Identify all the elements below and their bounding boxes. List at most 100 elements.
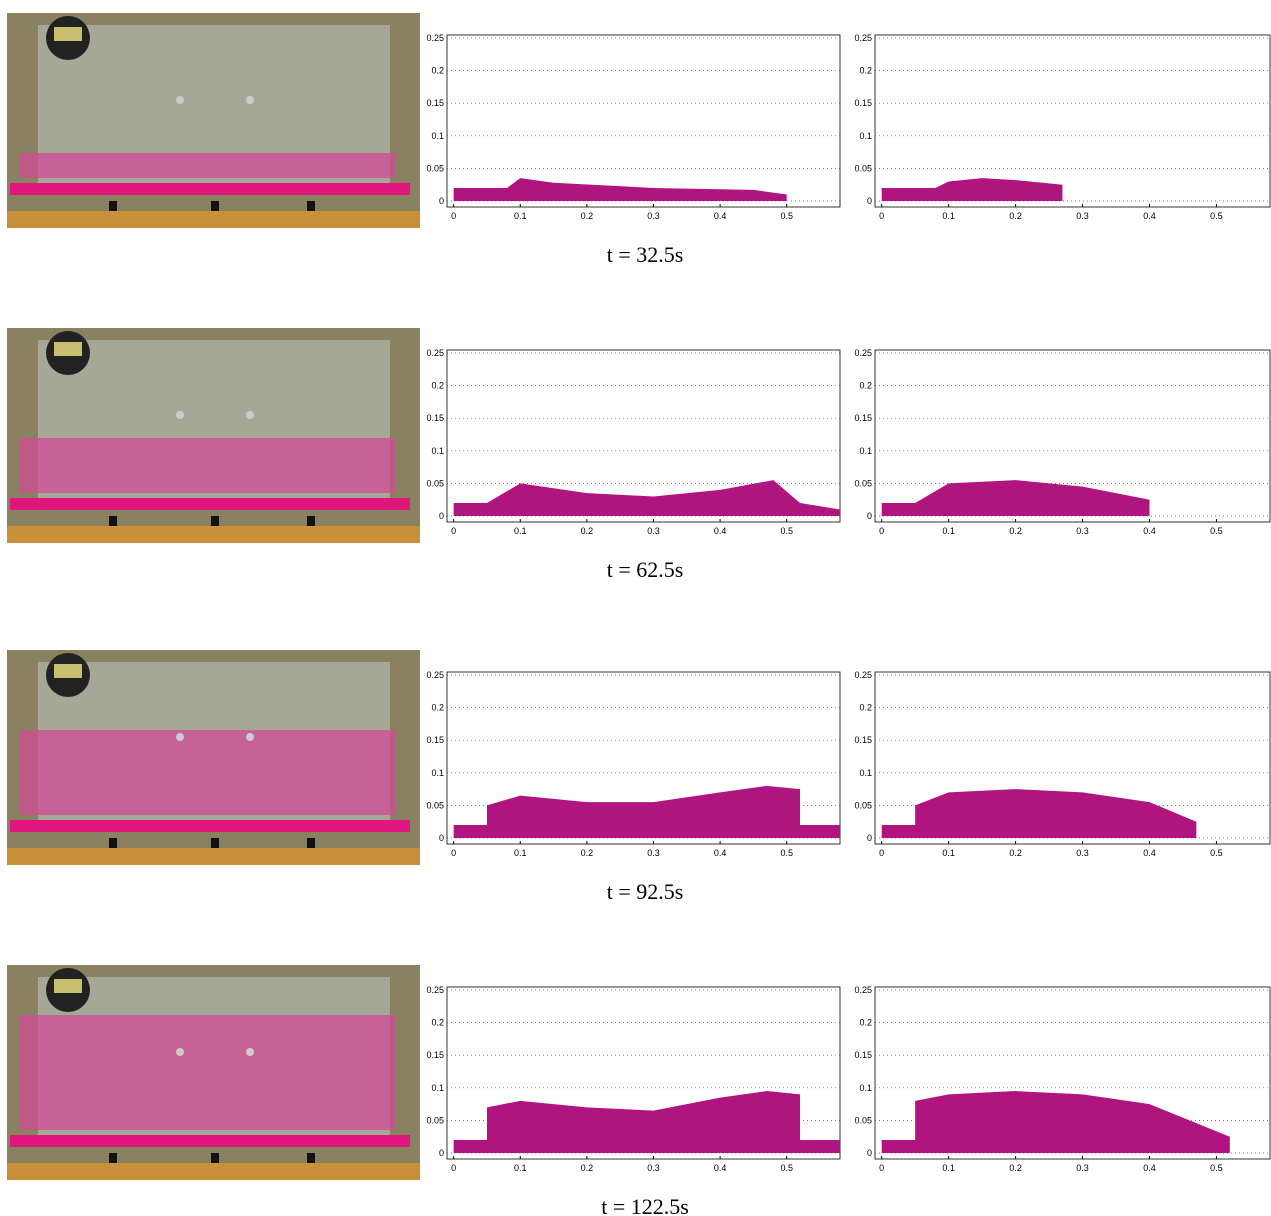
x-tick-label: 0.2 (581, 848, 594, 858)
x-tick-label: 0.1 (942, 848, 955, 858)
y-tick-label: 0 (439, 833, 444, 843)
foot (211, 838, 219, 848)
x-tick-label: 0.2 (581, 526, 594, 536)
dye-bottom (10, 1135, 410, 1147)
ruler (7, 526, 420, 543)
y-tick-label: 0.2 (859, 1018, 872, 1028)
x-tick-label: 0.5 (1210, 526, 1223, 536)
x-tick-label: 0.2 (1009, 848, 1022, 858)
x-tick-label: 0.3 (1076, 526, 1089, 536)
y-tick-label: 0 (439, 196, 444, 206)
x-tick-label: 0 (879, 211, 884, 221)
x-tick-label: 0.2 (581, 1163, 594, 1173)
bolt (176, 96, 184, 104)
x-tick-label: 0.5 (780, 211, 793, 221)
dye-bottom (10, 498, 410, 510)
bolt (246, 411, 254, 419)
bolt (246, 96, 254, 104)
y-tick-label: 0 (867, 833, 872, 843)
dye-bottom (10, 820, 410, 832)
x-tick-label: 0.4 (714, 526, 727, 536)
x-tick-label: 0.1 (514, 526, 527, 536)
x-tick-label: 0.5 (1210, 848, 1223, 858)
photo (7, 965, 420, 1180)
x-tick-label: 0 (879, 848, 884, 858)
x-tick-label: 0.2 (1009, 211, 1022, 221)
dye-profile (454, 1091, 840, 1153)
x-tick-label: 0.5 (1210, 211, 1223, 221)
y-tick-label: 0.25 (854, 670, 872, 680)
ruler (7, 211, 420, 228)
y-tick-label: 0.2 (431, 703, 444, 713)
y-tick-label: 0.05 (854, 478, 872, 488)
x-tick-label: 0 (451, 1163, 456, 1173)
y-tick-label: 0.2 (859, 381, 872, 391)
dye-profile (882, 480, 1150, 516)
dye-profile (454, 480, 840, 516)
photo (7, 650, 420, 865)
photo (7, 13, 420, 228)
y-tick-label: 0 (867, 1148, 872, 1158)
x-tick-label: 0 (451, 211, 456, 221)
y-tick-label: 0.25 (426, 348, 444, 358)
dye-profile (882, 178, 1063, 201)
foot (211, 516, 219, 526)
y-tick-label: 0.25 (426, 670, 444, 680)
x-tick-label: 0.5 (780, 1163, 793, 1173)
axes-frame (875, 35, 1270, 207)
time-caption: t = 92.5s (607, 879, 684, 904)
x-tick-label: 0 (879, 1163, 884, 1173)
ruler (7, 1163, 420, 1180)
foot (307, 1153, 315, 1163)
dye-bottom (10, 183, 410, 195)
y-tick-label: 0 (867, 196, 872, 206)
x-tick-label: 0.3 (1076, 848, 1089, 858)
y-tick-label: 0.1 (859, 446, 872, 456)
foot (211, 1153, 219, 1163)
y-tick-label: 0.1 (431, 131, 444, 141)
bolt (246, 1048, 254, 1056)
bolt (246, 733, 254, 741)
y-tick-label: 0.25 (426, 985, 444, 995)
y-tick-label: 0.05 (854, 800, 872, 810)
photo (7, 328, 420, 543)
y-tick-label: 0.25 (854, 985, 872, 995)
foot (307, 838, 315, 848)
y-tick-label: 0.25 (426, 33, 444, 43)
foot (307, 201, 315, 211)
stopwatch-display (54, 27, 82, 41)
y-tick-label: 0.15 (426, 1050, 444, 1060)
time-caption: t = 62.5s (607, 557, 684, 582)
stopwatch-display (54, 664, 82, 678)
y-tick-label: 0.2 (859, 66, 872, 76)
x-tick-label: 0.5 (780, 526, 793, 536)
y-tick-label: 0.25 (854, 33, 872, 43)
bolt (176, 1048, 184, 1056)
x-tick-label: 0.4 (714, 848, 727, 858)
y-tick-label: 0.05 (426, 1115, 444, 1125)
x-tick-label: 0.1 (942, 211, 955, 221)
x-tick-label: 0.4 (1143, 526, 1156, 536)
x-tick-label: 0.2 (581, 211, 594, 221)
x-tick-label: 0.1 (514, 1163, 527, 1173)
x-tick-label: 0.3 (647, 211, 660, 221)
foot (211, 201, 219, 211)
x-tick-label: 0.3 (1076, 1163, 1089, 1173)
y-tick-label: 0 (867, 511, 872, 521)
y-tick-label: 0.1 (431, 1083, 444, 1093)
dye-layer (20, 730, 395, 815)
x-tick-label: 0.5 (1210, 1163, 1223, 1173)
y-tick-label: 0.1 (859, 768, 872, 778)
x-tick-label: 0.2 (1009, 1163, 1022, 1173)
y-tick-label: 0.05 (426, 163, 444, 173)
x-tick-label: 0.4 (1143, 848, 1156, 858)
foot (307, 516, 315, 526)
dye-profile (454, 786, 840, 838)
y-tick-label: 0.15 (854, 735, 872, 745)
y-tick-label: 0.1 (859, 131, 872, 141)
dye-profile (454, 178, 787, 201)
x-tick-label: 0.4 (714, 211, 727, 221)
foot (109, 516, 117, 526)
y-tick-label: 0.25 (854, 348, 872, 358)
y-tick-label: 0.15 (854, 413, 872, 423)
